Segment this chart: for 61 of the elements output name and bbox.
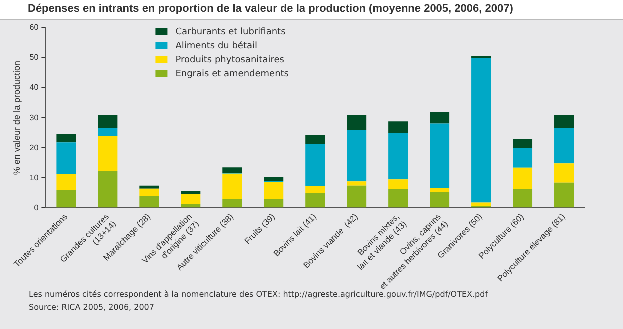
bar [554, 182, 574, 208]
legend-label: Produits phytosanitaires [176, 55, 285, 66]
y-tick-label: 50 [30, 53, 40, 62]
source-note: Source: RICA 2005, 2006, 2007 [29, 302, 156, 314]
y-tick-label: 40 [30, 83, 40, 92]
bar [513, 139, 533, 148]
bar [472, 202, 492, 206]
chart-title: Dépenses en intrants en proportion de la valeur de la production (moyenne 2005, 2006, 2007) [0, 0, 623, 20]
bar [98, 171, 118, 208]
bar [388, 180, 408, 190]
y-tick-label: 60 [30, 23, 40, 32]
bar [56, 174, 76, 190]
legend-label: Aliments du bétail [176, 40, 258, 52]
bar [222, 199, 242, 208]
bar [554, 164, 574, 183]
legend-label: Engrais et amendements [176, 69, 290, 80]
bar [181, 194, 201, 204]
bar [98, 115, 118, 129]
y-tick-label: 30 [30, 113, 40, 122]
text: Les numéros cités correspondent à la nomenclature des OTEX: http://agreste.agriculture.gouv.fr/IMG/pdf/OTEX.pdf [29, 289, 490, 301]
bar [56, 142, 76, 174]
bar [347, 186, 367, 208]
bar [56, 134, 76, 143]
bar [306, 144, 326, 186]
bar [554, 115, 574, 128]
bar [140, 196, 160, 208]
bar [222, 168, 242, 173]
bar [513, 189, 533, 208]
bar [222, 174, 242, 200]
bar [306, 135, 326, 144]
bar [430, 188, 450, 192]
bar [264, 177, 284, 182]
bar [98, 128, 118, 136]
bar [306, 193, 326, 208]
bar [181, 204, 201, 208]
bar [513, 148, 533, 168]
bar [388, 133, 408, 180]
bar [264, 199, 284, 208]
bar [472, 58, 492, 203]
legend-label: Carburants et lubrifiants [176, 27, 286, 38]
y-tick-label: 10 [30, 173, 40, 182]
bar [388, 122, 408, 134]
bar [140, 188, 160, 196]
bar [264, 182, 284, 200]
bar [98, 136, 118, 172]
bar [347, 182, 367, 186]
bar [181, 190, 201, 194]
bar [430, 112, 450, 124]
y-axis-title: % en valeur de la production [12, 61, 22, 176]
y-tick-label: 0 [34, 203, 40, 212]
bar [347, 115, 367, 130]
bar [554, 128, 574, 164]
bar [430, 124, 450, 188]
bar [347, 130, 367, 182]
bar [430, 192, 450, 208]
y-tick-label: 20 [30, 143, 40, 152]
bar [140, 186, 160, 189]
bar [56, 190, 76, 208]
bar [388, 189, 408, 208]
bar [306, 186, 326, 194]
bar [513, 168, 533, 190]
